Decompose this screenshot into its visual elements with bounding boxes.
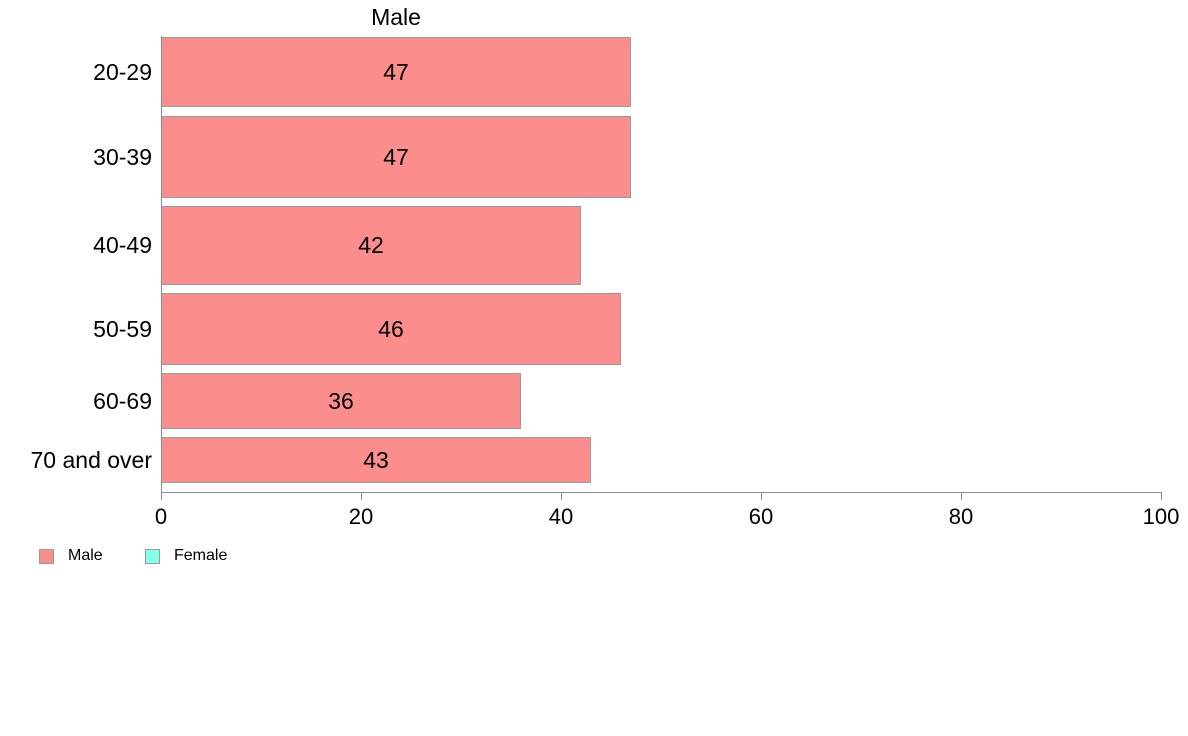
y-baseline (161, 36, 162, 492)
bar-value-label: 47 (383, 58, 409, 85)
bar-value-label: 47 (383, 143, 409, 170)
category-label: 40-49 (93, 232, 152, 258)
bar-20-29: 47 (161, 37, 631, 107)
x-tick-label: 60 (748, 504, 774, 529)
legend-label-male: Male (68, 547, 103, 564)
category-label: 70 and over (30, 446, 152, 473)
x-tick-label: 20 (348, 504, 374, 529)
bar-value-label: 43 (363, 446, 389, 473)
x-tick (761, 492, 762, 500)
bar-value-label: 36 (328, 387, 354, 414)
bar-value-label: 42 (358, 232, 384, 258)
category-label: 60-69 (93, 387, 152, 414)
category-label: 20-29 (93, 58, 152, 85)
legend-item-female[interactable]: Female (145, 547, 227, 565)
female-swatch-icon (145, 548, 160, 564)
x-tick-label: 100 (1142, 504, 1180, 529)
legend-label-female: Female (174, 547, 228, 564)
bar-30-39: 47 (161, 116, 631, 198)
x-tick (1161, 492, 1162, 500)
x-tick-label: 40 (548, 504, 574, 529)
legend: Male Female (0, 547, 1188, 569)
x-tick (961, 492, 962, 500)
category-label: 50-59 (93, 315, 152, 342)
x-axis-line (161, 492, 1162, 493)
x-tick-label: 80 (948, 504, 974, 529)
x-tick (561, 492, 562, 500)
male-swatch-icon (39, 548, 54, 564)
bar-40-49: 42 (161, 206, 581, 285)
category-label: 30-39 (93, 143, 152, 170)
chart-title: Male (371, 4, 421, 30)
bar-60-69: 36 (161, 373, 521, 429)
x-tick (361, 492, 362, 500)
bar-value-label: 46 (378, 315, 404, 342)
bar-50-59: 46 (161, 293, 621, 365)
x-tick (161, 492, 162, 500)
x-tick-label: 0 (154, 504, 168, 529)
legend-item-male[interactable]: Male (39, 547, 103, 565)
bar-70-and-over: 43 (161, 437, 591, 483)
